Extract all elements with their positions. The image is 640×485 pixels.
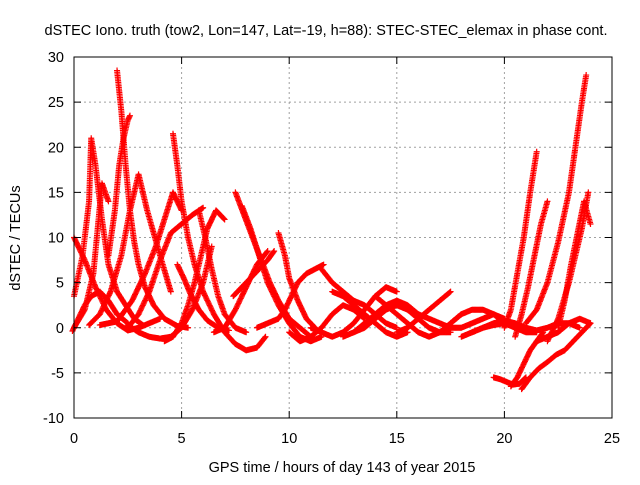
data-point [262, 333, 269, 340]
y-tick-label: -10 [43, 411, 64, 427]
data-point [270, 248, 277, 255]
data-point [263, 248, 270, 255]
data-points [69, 67, 594, 393]
data-series [518, 320, 594, 393]
y-axis-label: dSTEC / TECUs [8, 185, 24, 290]
x-tick-label: 0 [70, 431, 78, 447]
data-series [415, 311, 508, 331]
chart-title: dSTEC Iono. truth (tow2, Lon=147, Lat=-1… [45, 23, 608, 39]
data-point [81, 307, 88, 314]
y-tick-label: -5 [51, 366, 64, 382]
data-point [587, 220, 594, 227]
data-series [230, 248, 278, 300]
data-point [583, 72, 590, 79]
data-point [126, 112, 133, 119]
data-series [512, 198, 551, 340]
data-series [195, 207, 250, 336]
axis-ticks: 0 5 10 15 20 25 -10 -5 0 5 10 15 20 25 30 [43, 50, 620, 447]
data-series [253, 261, 327, 331]
data-series [114, 67, 192, 331]
x-tick-label: 10 [281, 431, 297, 447]
data-point [533, 148, 540, 155]
data-point [447, 288, 454, 295]
y-tick-label: 15 [48, 185, 64, 201]
data-point [576, 324, 583, 331]
data-point [446, 289, 453, 296]
data-point [139, 322, 146, 329]
y-tick-label: 20 [48, 140, 64, 156]
data-series [469, 320, 583, 336]
x-tick-label: 5 [178, 431, 186, 447]
data-point [105, 198, 112, 205]
y-tick-label: 25 [48, 95, 64, 111]
y-tick-label: 0 [56, 321, 64, 337]
data-series [275, 229, 319, 331]
data-point [587, 320, 594, 327]
data-point [261, 334, 268, 341]
grid [74, 57, 612, 418]
data-series [318, 266, 400, 331]
data-series [507, 329, 547, 390]
data-point [393, 288, 400, 295]
data-series [522, 72, 590, 327]
data-point [320, 261, 327, 268]
x-tick-label: 15 [389, 431, 405, 447]
data-point [544, 198, 551, 205]
data-series [105, 112, 133, 259]
x-tick-label: 25 [604, 431, 620, 447]
x-tick-label: 20 [496, 431, 512, 447]
y-tick-label: 10 [48, 231, 64, 247]
data-point [220, 215, 227, 222]
data-series [71, 180, 112, 331]
data-point [200, 204, 207, 211]
data-point [243, 329, 250, 336]
data-point [225, 327, 232, 334]
data-point [185, 324, 192, 331]
data-series [501, 148, 540, 331]
x-axis-label: GPS time / hours of day 143 of year 2015 [209, 460, 476, 476]
data-point [221, 216, 228, 223]
data-point [271, 248, 278, 255]
data-series [96, 189, 185, 329]
y-tick-label: 5 [56, 276, 64, 292]
data-point [585, 189, 592, 196]
data-point [264, 248, 271, 255]
data-point [167, 288, 174, 295]
y-tick-label: 30 [48, 50, 64, 66]
data-series [169, 130, 269, 354]
